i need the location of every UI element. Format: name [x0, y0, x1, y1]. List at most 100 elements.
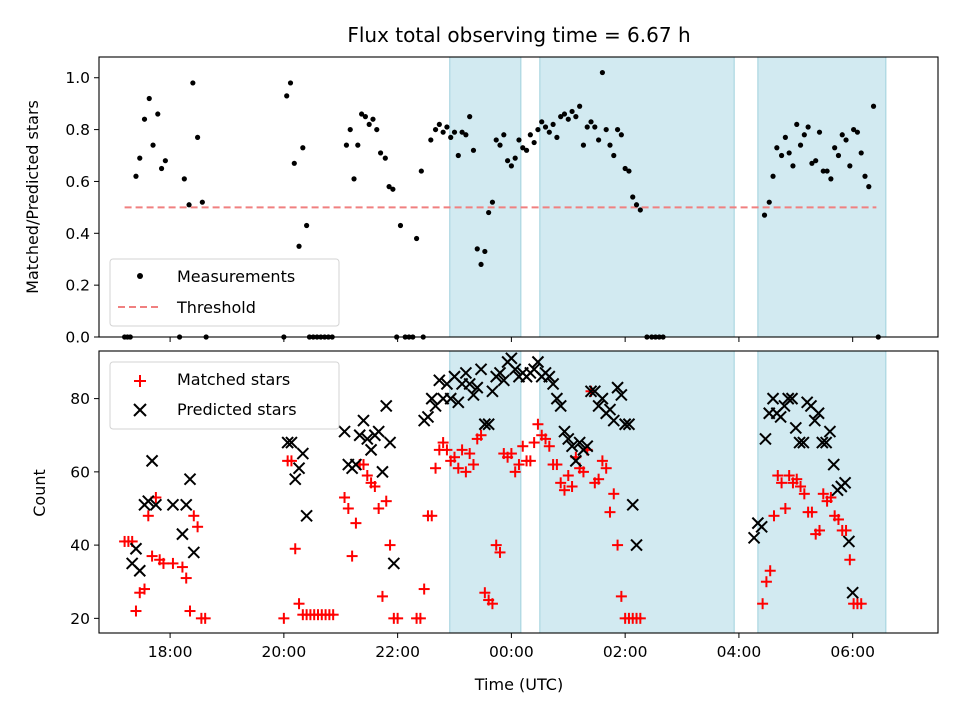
- measurement-point: [284, 93, 290, 99]
- top-legend: Measurements Threshold: [109, 258, 340, 327]
- bottom-x-ticks: 18:00 20:00 22:00 00:00 02:00 04:00 06:00: [148, 633, 875, 661]
- matched-star-point: [577, 466, 589, 478]
- matched-star-point: [380, 495, 392, 507]
- measurement-point: [851, 126, 857, 133]
- measurement-points: [121, 69, 881, 340]
- measurement-point: [862, 173, 868, 179]
- measurement-point: [194, 134, 201, 140]
- matched-star-point: [441, 444, 453, 456]
- measurement-point: [554, 134, 560, 140]
- measurement-point: [626, 168, 632, 174]
- matched-star-point: [532, 418, 544, 430]
- measurement-point: [155, 111, 161, 117]
- x-tick-label: 02:00: [603, 643, 648, 661]
- matched-star-point: [130, 605, 142, 617]
- measurement-point: [146, 95, 152, 102]
- y-tick-label: 0.6: [65, 173, 90, 191]
- measurement-point: [150, 142, 156, 148]
- measurement-point: [432, 126, 439, 133]
- matched-star-point: [543, 440, 555, 452]
- predicted-star-point: [463, 377, 476, 391]
- predicted-star-point: [543, 370, 556, 383]
- measurement-point: [539, 119, 545, 125]
- predicted-star-point: [508, 363, 522, 376]
- measurement-point: [527, 132, 533, 138]
- measurement-point: [637, 207, 643, 213]
- measurement-point: [362, 114, 368, 120]
- measurement-point: [463, 132, 469, 138]
- measurement-point: [296, 243, 302, 249]
- x-axis-label: Time (UTC): [474, 675, 563, 694]
- measurement-point: [790, 163, 796, 169]
- top-y-ticks: 0.0 0.2 0.4 0.6 0.8 1.0: [65, 69, 99, 347]
- measurement-point: [300, 145, 306, 151]
- chart-title: Flux total observing time = 6.67 h: [347, 23, 690, 47]
- y-tick-label: 0.2: [65, 277, 90, 295]
- measurement-point: [847, 163, 853, 169]
- bottom-y-axis-label: Count: [30, 469, 49, 517]
- matched-star-point: [608, 488, 620, 500]
- matched-star-point: [278, 612, 290, 624]
- matched-star-point: [558, 484, 570, 496]
- y-tick-label: 20: [70, 610, 90, 628]
- matched-star-point: [817, 488, 829, 500]
- measurement-point: [603, 126, 609, 133]
- legend-matched-marker: [134, 375, 146, 387]
- matched-star-point: [346, 550, 358, 562]
- predicted-star-point: [755, 520, 768, 533]
- matched-star-point: [768, 510, 780, 522]
- predicted-star-point: [558, 425, 571, 438]
- measurement-point: [786, 150, 792, 156]
- measurement-point: [820, 168, 826, 174]
- measurement-point: [778, 152, 785, 159]
- measurement-point: [474, 246, 480, 252]
- measurement-point: [611, 152, 617, 159]
- matched-star-point: [384, 539, 396, 551]
- shaded-window-2: [757, 350, 887, 634]
- predicted-star-point: [823, 425, 837, 438]
- matched-star-point: [855, 598, 867, 610]
- shaded-window-0: [449, 56, 522, 338]
- predicted-star-point: [827, 458, 840, 471]
- measurement-point: [633, 202, 640, 208]
- legend-predicted-marker: [133, 403, 147, 417]
- measurement-point: [162, 158, 168, 164]
- predicted-star-point: [584, 385, 598, 398]
- measurement-point: [797, 142, 804, 148]
- measurement-point: [390, 186, 396, 192]
- measurement-point: [382, 155, 388, 161]
- predicted-star-point: [357, 414, 370, 427]
- shaded-window-2: [757, 56, 887, 338]
- measurement-point: [448, 134, 454, 140]
- measurement-point: [459, 129, 465, 135]
- measurement-point: [592, 124, 598, 130]
- measurement-point: [190, 80, 196, 86]
- measurement-point: [839, 132, 845, 138]
- top-axes-frame: [98, 56, 939, 338]
- predicted-star-point: [364, 443, 378, 457]
- predicted-star-point: [793, 436, 806, 449]
- predicted-star-point: [433, 374, 446, 387]
- predicted-star-point: [452, 396, 465, 409]
- y-tick-label: 80: [70, 390, 90, 408]
- matched-star-point: [555, 477, 567, 489]
- matched-star-point: [475, 429, 487, 441]
- matched-star-point: [139, 583, 151, 595]
- predicted-star-point: [361, 432, 374, 446]
- predicted-star-point: [819, 436, 833, 449]
- predicted-star-point: [816, 436, 829, 449]
- measurement-point: [596, 137, 602, 143]
- measurement-point: [158, 165, 165, 172]
- matched-star-point: [188, 510, 200, 522]
- matched-star-point: [505, 448, 517, 460]
- predicted-star-point: [292, 461, 306, 475]
- predicted-star-point: [142, 494, 155, 508]
- shaded-window-1: [539, 350, 735, 634]
- matched-star-point: [764, 565, 776, 577]
- bottom-legend: Matched stars Predicted stars: [109, 361, 340, 430]
- measurement-point: [374, 126, 380, 133]
- measurement-point: [858, 150, 864, 156]
- predicted-star-point: [550, 392, 564, 405]
- matched-star-point: [350, 517, 362, 529]
- predicted-star-point: [774, 410, 787, 424]
